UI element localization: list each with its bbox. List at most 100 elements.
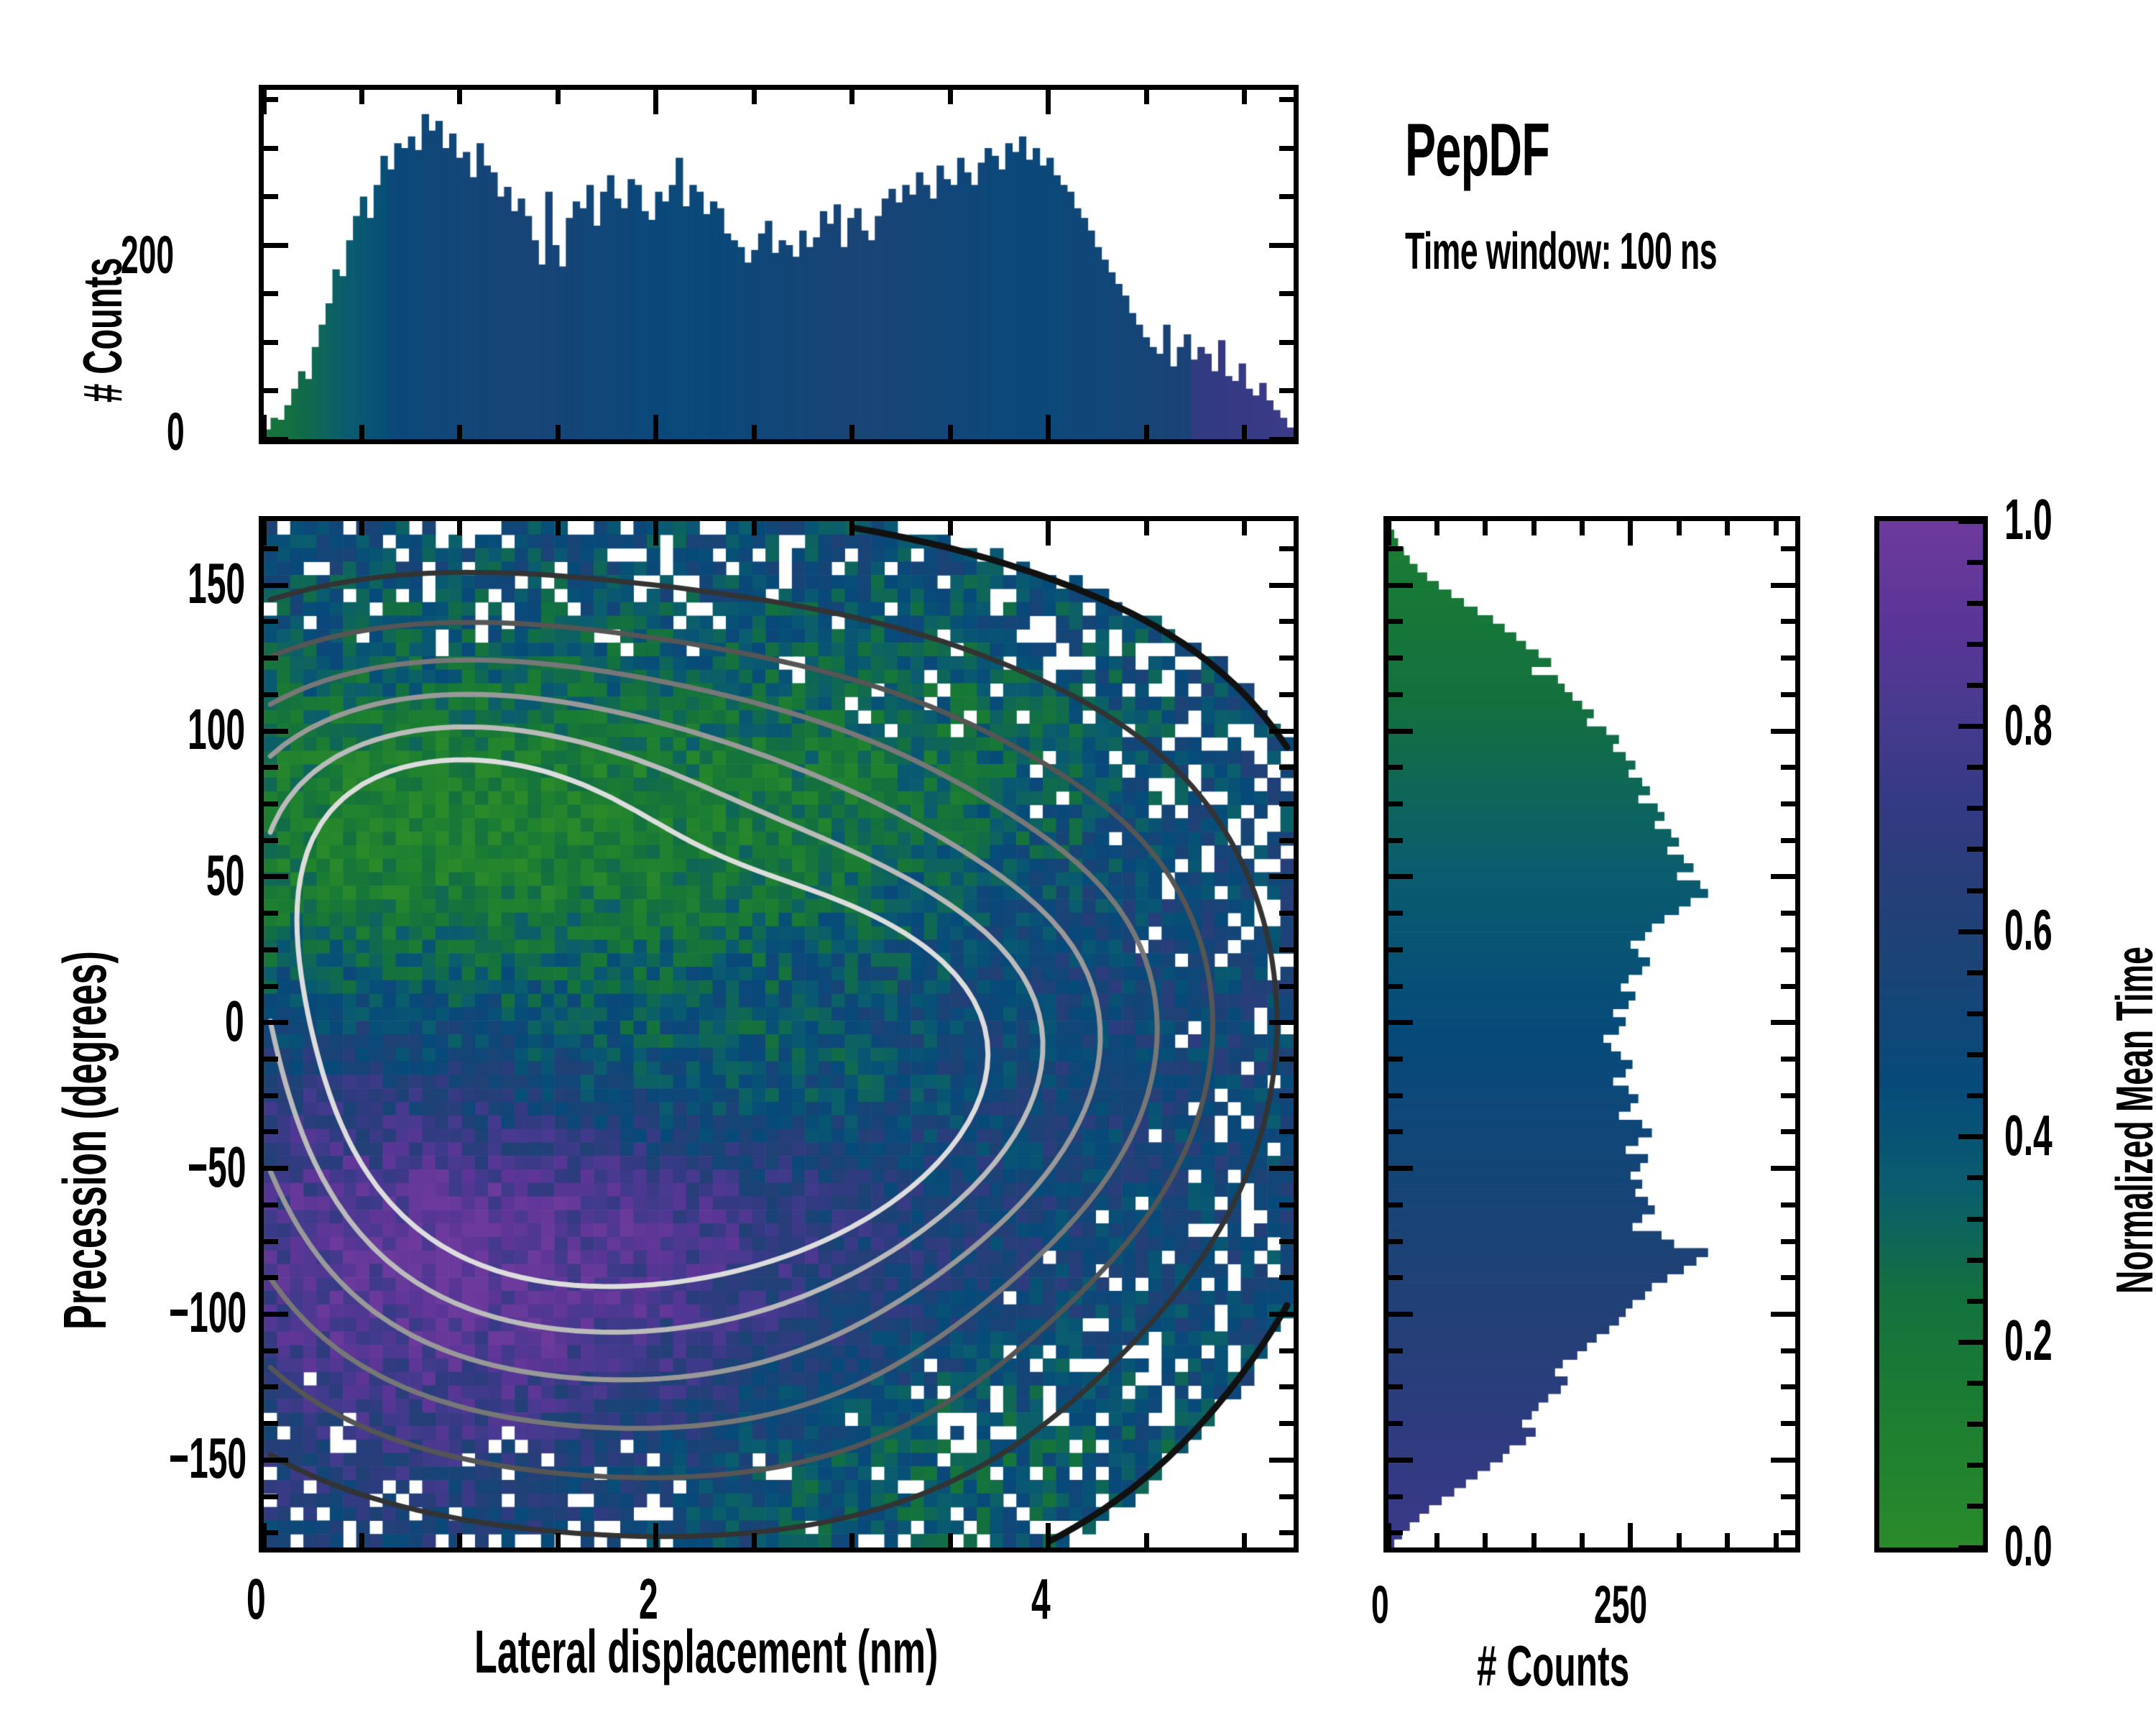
- tick-mark: [1781, 619, 1795, 625]
- tick-mark: [1143, 90, 1149, 104]
- tick-mark: [1771, 874, 1795, 880]
- tick-mark: [1279, 339, 1294, 345]
- tick-mark: [947, 1533, 953, 1547]
- tick-mark: [264, 194, 278, 199]
- tick-mark: [1388, 1166, 1413, 1172]
- colorbar-tick-label: 0.6: [2004, 898, 2053, 962]
- tick-mark: [264, 1020, 288, 1026]
- tick-mark: [1279, 1129, 1294, 1135]
- tick-mark: [1967, 765, 1983, 770]
- tick-mark: [1269, 242, 1294, 248]
- tick-mark: [1781, 1202, 1795, 1208]
- main-heatmap-panel: [259, 516, 1299, 1552]
- tick-mark: [1279, 1092, 1294, 1098]
- top-histogram-ylabel: # Counts: [73, 257, 134, 402]
- tick-mark: [1967, 1298, 1983, 1304]
- tick-mark: [264, 1129, 278, 1135]
- tick-mark: [1967, 559, 1983, 565]
- tick-mark: [1388, 911, 1403, 916]
- tick-mark: [1967, 1011, 1983, 1016]
- main-xtick-label: 2: [638, 1567, 658, 1631]
- tick-mark: [1958, 929, 1983, 934]
- tick-mark: [1046, 521, 1051, 546]
- right-histogram-plot: [1388, 521, 1795, 1547]
- tick-mark: [1781, 1275, 1795, 1281]
- tick-mark: [1967, 847, 1983, 852]
- tick-mark: [1725, 1533, 1731, 1547]
- tick-mark: [1771, 1166, 1795, 1172]
- tick-mark: [1771, 1020, 1795, 1026]
- tick-mark: [1781, 1494, 1795, 1499]
- tick-mark: [264, 837, 278, 843]
- tick-mark: [1967, 1052, 1983, 1058]
- title-block: PepDF Time window: 100 ns: [1405, 108, 1908, 280]
- tick-mark: [1781, 983, 1795, 989]
- tick-mark: [359, 1533, 364, 1547]
- tick-mark: [264, 691, 278, 697]
- tick-mark: [1388, 1494, 1403, 1499]
- tick-mark: [1388, 1129, 1403, 1135]
- tick-mark: [1242, 425, 1248, 439]
- tick-mark: [1781, 1056, 1795, 1062]
- tick-mark: [653, 1523, 659, 1547]
- right-histogram-xlabel: # Counts: [1477, 1634, 1630, 1698]
- tick-mark: [1388, 1202, 1403, 1208]
- tick-mark: [1958, 1339, 1983, 1345]
- tick-mark: [653, 521, 659, 546]
- tick-mark: [261, 521, 267, 546]
- tick-mark: [264, 145, 278, 151]
- tick-mark: [849, 1533, 855, 1547]
- tick-mark: [1434, 1533, 1439, 1547]
- tick-mark: [1781, 911, 1795, 916]
- tick-mark: [751, 521, 757, 535]
- tick-mark: [264, 436, 288, 442]
- tick-mark: [1242, 1533, 1248, 1547]
- right-histogram-panel: [1383, 516, 1800, 1552]
- tick-mark: [555, 425, 561, 439]
- tick-mark: [1483, 1533, 1488, 1547]
- tick-mark: [264, 1092, 278, 1098]
- tick-mark: [264, 619, 278, 625]
- tick-mark: [1388, 1530, 1403, 1536]
- tick-mark: [1388, 1384, 1403, 1390]
- tick-mark: [1781, 1530, 1795, 1536]
- tick-mark: [1958, 1134, 1983, 1140]
- tick-mark: [264, 388, 278, 393]
- tick-mark: [1279, 947, 1294, 952]
- tick-mark: [1279, 388, 1294, 393]
- tick-mark: [1773, 521, 1779, 535]
- colorbar-tick-label: 0.8: [2004, 692, 2053, 757]
- tick-mark: [1958, 724, 1983, 730]
- tick-mark: [1771, 728, 1795, 734]
- tick-mark: [1046, 90, 1051, 114]
- tick-mark: [1388, 1421, 1403, 1427]
- tick-mark: [1046, 415, 1051, 439]
- tick-mark: [1279, 1056, 1294, 1062]
- tick-mark: [1279, 1494, 1294, 1499]
- tick-mark: [264, 1384, 278, 1390]
- tick-mark: [1388, 1311, 1413, 1317]
- tick-mark: [264, 1457, 288, 1463]
- tick-mark: [1279, 1348, 1294, 1353]
- right-histogram-xtick-250: 250: [1594, 1575, 1648, 1634]
- tick-mark: [1279, 1238, 1294, 1244]
- tick-mark: [1279, 691, 1294, 697]
- tick-mark: [1279, 619, 1294, 625]
- tick-mark: [1279, 911, 1294, 916]
- tick-mark: [1781, 1129, 1795, 1135]
- main-ytick-label: 100: [188, 697, 246, 762]
- figure-subtitle: Time window: 100 ns: [1405, 223, 1718, 280]
- tick-mark: [1279, 656, 1294, 661]
- tick-mark: [1531, 1533, 1537, 1547]
- tick-mark: [1279, 983, 1294, 989]
- tick-mark: [264, 765, 278, 770]
- colorbar-label: Normalized Mean Time: [2106, 947, 2156, 1294]
- tick-mark: [1279, 1421, 1294, 1427]
- tick-mark: [1958, 1545, 1983, 1550]
- top-histogram-ytick-200: 200: [121, 225, 175, 285]
- tick-mark: [1781, 1421, 1795, 1427]
- tick-mark: [264, 801, 278, 806]
- tick-mark: [264, 1056, 278, 1062]
- tick-mark: [264, 1275, 278, 1281]
- tick-mark: [1046, 1523, 1051, 1547]
